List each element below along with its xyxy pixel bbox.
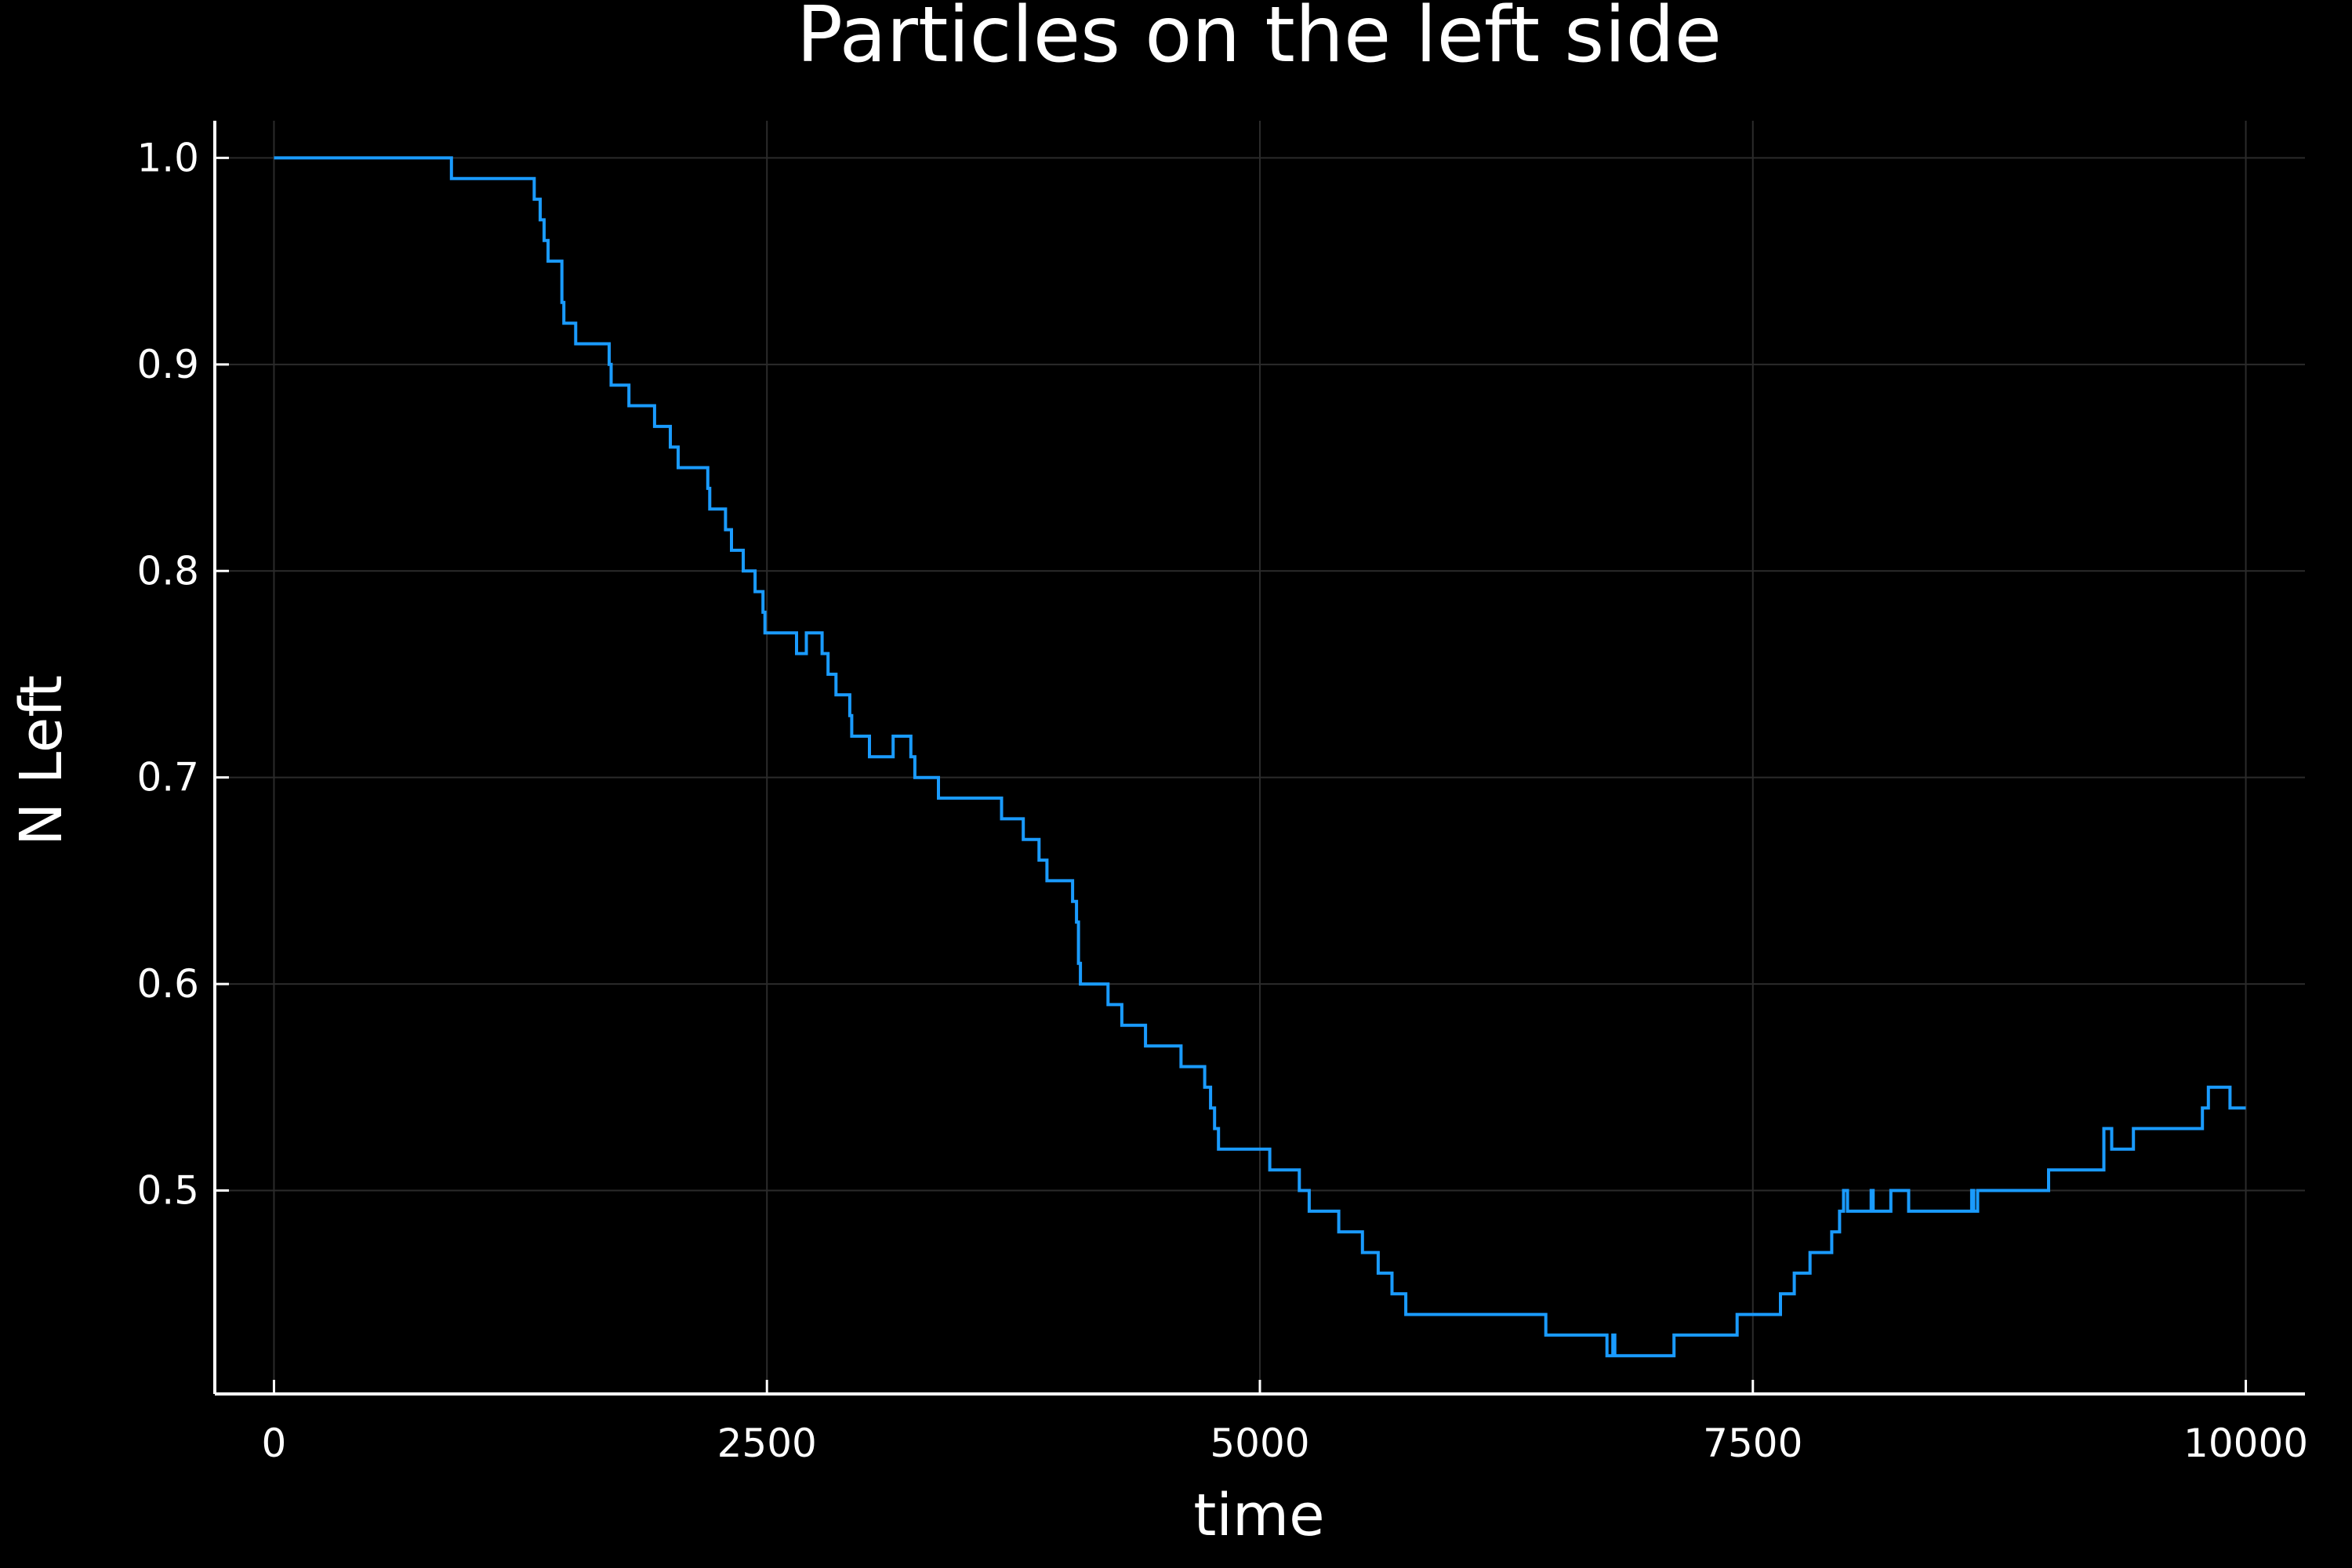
- y-tick-label: 1.0: [136, 135, 199, 180]
- chart-title: Particles on the left side: [797, 0, 1722, 80]
- ticks: 0 2500 5000 7500 10000 0.5 0.6 0.7 0.8 0.9 1.0: [136, 135, 2308, 1466]
- x-tick-label: 10000: [2183, 1421, 2308, 1466]
- y-tick-label: 0.8: [136, 548, 199, 593]
- series-layer: [274, 156, 2246, 1358]
- x-tick-label: 7500: [1703, 1421, 1802, 1466]
- series-line: [274, 156, 2246, 1358]
- y-tick-label: 0.5: [136, 1168, 199, 1214]
- y-tick-label: 0.9: [136, 342, 199, 387]
- y-tick-label: 0.6: [136, 961, 199, 1007]
- grid: [215, 121, 2305, 1394]
- x-tick-label: 0: [262, 1421, 287, 1466]
- x-tick-label: 5000: [1210, 1421, 1309, 1466]
- y-axis-label: N Left: [8, 675, 75, 846]
- y-tick-label: 0.7: [136, 755, 199, 800]
- x-axis-label: time: [1193, 1482, 1324, 1549]
- x-tick-label: 2500: [717, 1421, 817, 1466]
